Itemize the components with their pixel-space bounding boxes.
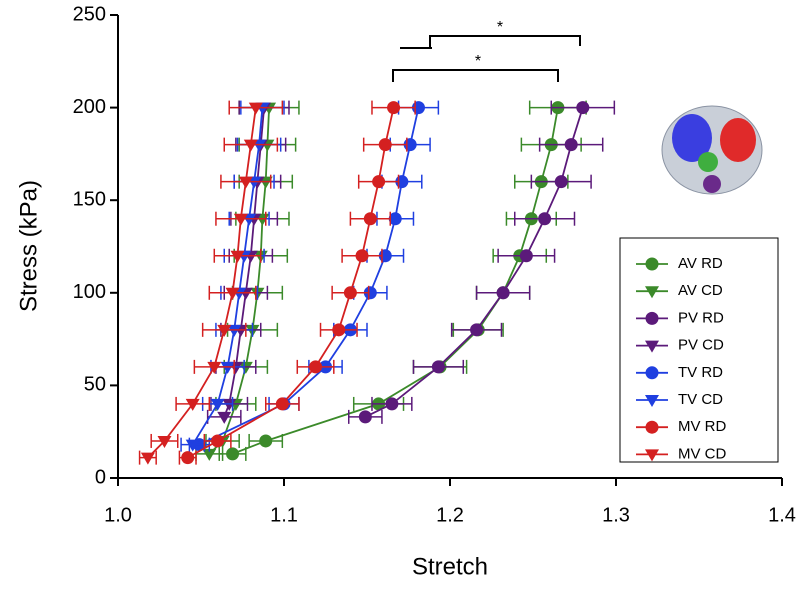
data-point bbox=[248, 102, 263, 115]
data-point bbox=[355, 249, 369, 263]
legend-label: PV RD bbox=[678, 309, 724, 326]
x-tick-label: 1.2 bbox=[436, 504, 464, 526]
data-point bbox=[140, 452, 155, 465]
series-line bbox=[364, 107, 584, 418]
series bbox=[218, 100, 587, 461]
data-point bbox=[202, 448, 217, 461]
series-line bbox=[191, 107, 264, 446]
data-point bbox=[363, 212, 377, 226]
y-tick-label: 100 bbox=[73, 281, 106, 303]
data-point bbox=[275, 397, 289, 411]
data-point bbox=[238, 176, 253, 189]
data-point bbox=[576, 101, 590, 115]
x-tick-label: 1.4 bbox=[768, 504, 796, 526]
y-tick-label: 0 bbox=[95, 466, 106, 488]
data-point bbox=[157, 435, 172, 448]
legend-label: MV RD bbox=[678, 418, 727, 435]
data-point bbox=[388, 212, 402, 226]
data-point bbox=[519, 249, 533, 263]
y-tick-label: 50 bbox=[84, 374, 106, 396]
data-point bbox=[385, 397, 399, 411]
legend-label: AV RD bbox=[678, 255, 723, 272]
data-point bbox=[185, 398, 200, 411]
data-point bbox=[225, 287, 240, 300]
data-point bbox=[363, 286, 377, 300]
data-point bbox=[564, 138, 578, 152]
data-point bbox=[227, 324, 242, 337]
inset-pv bbox=[703, 175, 721, 193]
data-point bbox=[210, 398, 225, 411]
inset-av bbox=[698, 152, 718, 172]
valve-inset bbox=[661, 105, 763, 195]
data-point bbox=[243, 139, 258, 152]
legend-label: PV CD bbox=[678, 337, 724, 354]
data-point bbox=[358, 410, 372, 424]
legend-marker bbox=[645, 311, 659, 325]
data-point bbox=[211, 434, 225, 448]
legend-marker bbox=[645, 420, 659, 434]
data-point bbox=[226, 447, 240, 461]
x-tick-label: 1.3 bbox=[602, 504, 630, 526]
legend-marker bbox=[645, 395, 659, 407]
data-point bbox=[496, 286, 510, 300]
data-point bbox=[181, 451, 195, 465]
series-line bbox=[198, 107, 420, 446]
data-point bbox=[259, 434, 273, 448]
legend-marker bbox=[645, 257, 659, 271]
y-axis-title: Stress (kPa) bbox=[15, 180, 42, 312]
bracket bbox=[429, 35, 581, 48]
legend-marker bbox=[645, 286, 659, 299]
x-tick-label: 1.1 bbox=[270, 504, 298, 526]
data-point bbox=[220, 361, 235, 374]
data-point bbox=[217, 411, 232, 424]
significance-brackets bbox=[392, 35, 581, 82]
data-point bbox=[233, 213, 248, 226]
legend-marker bbox=[645, 366, 659, 380]
y-tick-label: 250 bbox=[73, 3, 106, 25]
x-tick-label: 1.0 bbox=[104, 504, 132, 526]
data-point bbox=[207, 361, 222, 374]
y-tick-label: 200 bbox=[73, 96, 106, 118]
inset-tv bbox=[672, 114, 712, 162]
annotation: * bbox=[497, 19, 503, 36]
data-point bbox=[387, 101, 401, 115]
x-axis-title: Stretch bbox=[412, 553, 488, 580]
series-line bbox=[223, 107, 265, 418]
data-point bbox=[230, 250, 245, 263]
data-point bbox=[431, 360, 445, 374]
data-point bbox=[378, 138, 392, 152]
data-point bbox=[538, 212, 552, 226]
legend-marker bbox=[645, 340, 659, 353]
bracket bbox=[392, 69, 559, 82]
annotation: * bbox=[475, 53, 481, 70]
y-tick-label: 150 bbox=[73, 188, 106, 210]
data-point bbox=[238, 361, 253, 374]
data-point bbox=[470, 323, 484, 337]
data-point bbox=[343, 286, 357, 300]
legend-label: MV CD bbox=[678, 445, 727, 462]
data-point bbox=[372, 175, 386, 189]
data-point bbox=[185, 439, 200, 452]
legend-marker bbox=[645, 449, 659, 462]
legend-label: AV CD bbox=[678, 282, 723, 299]
data-point bbox=[332, 323, 346, 337]
legend-label: TV RD bbox=[678, 364, 723, 381]
data-point bbox=[309, 360, 323, 374]
data-point bbox=[217, 324, 232, 337]
legend-label: TV CD bbox=[678, 391, 723, 408]
data-point bbox=[554, 175, 568, 189]
series-line bbox=[147, 107, 257, 459]
inset-mv bbox=[720, 118, 756, 162]
